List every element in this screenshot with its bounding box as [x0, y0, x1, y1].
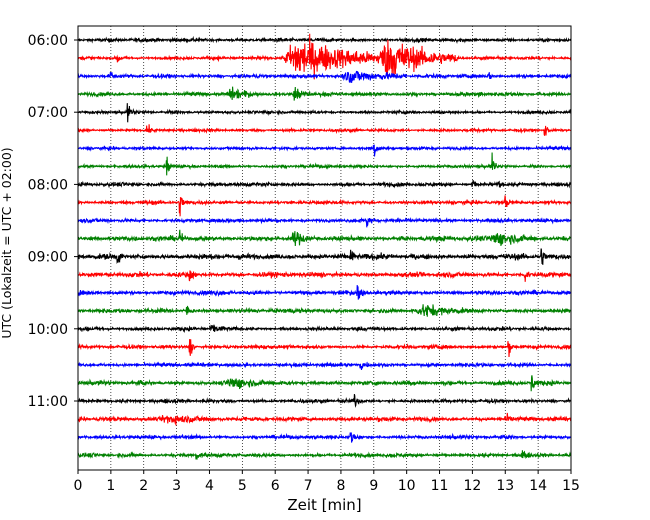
- x-tick-label: 15: [562, 478, 580, 494]
- trace-1045: [77, 375, 572, 392]
- trace-0730: [77, 144, 572, 157]
- traces: [77, 33, 572, 460]
- trace-0830: [77, 216, 572, 228]
- trace-0800: [77, 180, 572, 189]
- trace-0930: [77, 285, 572, 300]
- trace-0615: [77, 33, 572, 80]
- x-tick-label: 4: [205, 478, 214, 494]
- trace-1145: [77, 450, 572, 460]
- x-tick-label: 7: [304, 478, 313, 494]
- ticks: 0 1 2 3 4 5 6 7 8 9 10 11 12 13 14 1506:0007:0008:0009:…: [28, 33, 580, 494]
- trace-1015: [77, 339, 572, 358]
- trace-1130: [77, 432, 572, 443]
- x-tick-label: 3: [172, 478, 181, 494]
- x-tick-label: 13: [496, 478, 514, 494]
- grid: [110, 26, 539, 470]
- trace-0745: [77, 152, 572, 176]
- trace-0645: [77, 86, 572, 101]
- trace-1115: [77, 412, 572, 426]
- x-axis-label: Zeit [min]: [287, 496, 361, 514]
- x-tick-label: 10: [398, 478, 416, 494]
- x-tick-label: 12: [463, 478, 481, 494]
- trace-0700: [77, 103, 572, 123]
- x-tick-label: 0: [74, 478, 83, 494]
- y-tick-label: 11:00: [28, 394, 68, 410]
- trace-0715: [77, 124, 572, 136]
- trace-0845: [77, 229, 572, 247]
- x-tick-label: 6: [271, 478, 280, 494]
- trace-1000: [77, 324, 572, 334]
- trace-1100: [77, 393, 571, 408]
- plot-frame: [77, 25, 572, 471]
- y-tick-label: 07:00: [28, 105, 68, 121]
- trace-0600: [77, 35, 572, 45]
- y-tick-label: 09:00: [28, 250, 68, 266]
- y-axis-label: UTC (Lokalzeit = UTC + 02:00): [0, 147, 14, 338]
- x-tick-label: 5: [238, 478, 247, 494]
- y-tick-label: 08:00: [28, 177, 68, 193]
- trace-0900: [77, 248, 572, 265]
- x-tick-label: 1: [106, 478, 115, 494]
- trace-0630: [77, 70, 572, 83]
- x-tick-label: 2: [139, 478, 148, 494]
- y-tick-label: 10:00: [28, 322, 68, 338]
- x-tick-label: 9: [369, 478, 378, 494]
- x-tick-label: 14: [529, 478, 547, 494]
- trace-0945: [77, 304, 572, 317]
- x-tick-label: 11: [431, 478, 449, 494]
- trace-0915: [77, 270, 572, 282]
- y-tick-label: 06:00: [28, 33, 68, 49]
- x-tick-label: 8: [336, 478, 345, 494]
- trace-1030: [77, 360, 572, 370]
- trace-0815: [77, 195, 572, 217]
